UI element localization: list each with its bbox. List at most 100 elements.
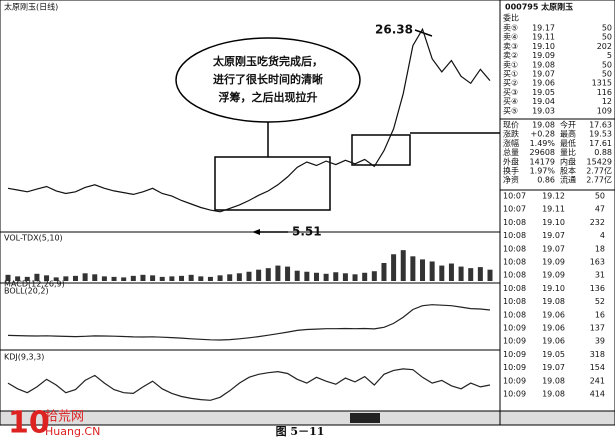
order-volume: 50 xyxy=(602,70,612,79)
tab[interactable] xyxy=(350,413,380,423)
volume-bar xyxy=(313,272,319,281)
volume-bar xyxy=(246,271,252,281)
volume-bar xyxy=(391,254,397,281)
volume-bar xyxy=(198,276,204,281)
trade-volume: 52 xyxy=(595,297,605,306)
highlight-box xyxy=(351,134,411,166)
trade-time: 10:08 xyxy=(503,244,526,253)
order-price: 19.05 xyxy=(532,88,555,97)
info-cell: 0.88 xyxy=(594,148,612,157)
trade-price: 19.05 xyxy=(542,350,565,359)
order-volume: 5 xyxy=(607,51,612,60)
trade-price: 19.09 xyxy=(542,271,565,280)
volume-bar xyxy=(410,256,416,281)
trade-volume: 16 xyxy=(595,310,605,319)
trade-time: 10:08 xyxy=(503,284,526,293)
trade-time: 10:08 xyxy=(503,310,526,319)
volume-bar xyxy=(381,263,387,281)
note-line: 浮筹，之后出现拉升 xyxy=(219,90,318,104)
volume-bar xyxy=(44,275,50,281)
trade-volume: 50 xyxy=(595,192,605,201)
trade-price: 19.08 xyxy=(542,376,565,385)
trade-volume: 241 xyxy=(590,376,605,385)
volume-bar xyxy=(256,269,262,281)
trade-time: 10:08 xyxy=(503,271,526,280)
trade-time: 10:09 xyxy=(503,390,526,399)
order-label: 买③ xyxy=(503,88,518,97)
info-cell: 涨跌 xyxy=(503,129,519,139)
panel-title: KDJ(9,3,3) xyxy=(4,353,44,362)
info-cell: 14179 xyxy=(530,157,555,166)
info-cell: 2.77亿 xyxy=(586,166,612,176)
volume-bar xyxy=(468,268,474,281)
trade-price: 19.12 xyxy=(542,192,565,201)
trade-volume: 137 xyxy=(590,324,605,333)
trade-time: 10:08 xyxy=(503,218,526,227)
info-cell: 最低 xyxy=(560,138,576,148)
info-cell: 29608 xyxy=(530,148,555,157)
info-cell: 股本 xyxy=(560,166,576,176)
trade-price: 19.06 xyxy=(542,337,565,346)
trade-time: 10:07 xyxy=(503,205,526,214)
volume-bar xyxy=(130,275,136,281)
trade-time: 10:09 xyxy=(503,324,526,333)
order-label: 卖② xyxy=(503,51,518,60)
order-volume: 109 xyxy=(597,106,612,115)
volume-bar xyxy=(265,268,271,281)
volume-bar xyxy=(24,276,30,281)
order-price: 19.03 xyxy=(532,106,555,115)
indicator-label: BOLL(20,2) xyxy=(4,287,49,296)
info-cell: 总量 xyxy=(503,147,519,157)
volume-bar xyxy=(285,266,291,281)
trade-volume: 414 xyxy=(590,390,605,399)
order-volume: 116 xyxy=(597,88,612,97)
trade-time: 10:09 xyxy=(503,337,526,346)
trade-volume: 163 xyxy=(590,258,605,267)
price-line xyxy=(7,368,491,401)
trade-volume: 318 xyxy=(590,350,605,359)
volume-bar xyxy=(458,266,464,281)
info-cell: 19.08 xyxy=(532,121,555,130)
info-cell: 17.63 xyxy=(589,121,612,130)
watermark-number: 10 xyxy=(8,406,50,439)
info-cell: 今开 xyxy=(560,120,576,130)
info-cell: +0.28 xyxy=(530,130,555,139)
info-cell: 15429 xyxy=(587,157,612,166)
volume-bar xyxy=(236,273,242,281)
volume-bar xyxy=(275,265,281,281)
trade-price: 19.10 xyxy=(542,218,565,227)
order-price: 19.08 xyxy=(532,60,555,69)
price-line xyxy=(7,304,491,341)
order-label: 买④ xyxy=(503,97,518,106)
volume-bar xyxy=(188,274,194,281)
trade-price: 19.11 xyxy=(542,205,565,214)
volume-bar xyxy=(294,270,300,281)
arrow-head xyxy=(252,229,260,235)
trade-time: 10:07 xyxy=(503,192,526,201)
order-volume: 50 xyxy=(602,60,612,69)
volume-bar xyxy=(140,274,146,281)
volume-bar xyxy=(5,274,11,281)
panel-title: VOL-TDX(5,10) xyxy=(4,234,63,243)
info-cell: 流通 xyxy=(560,175,576,185)
volume-bar xyxy=(207,276,213,281)
volume-bar xyxy=(371,271,377,281)
info-cell: 净资 xyxy=(503,175,519,185)
order-label: 买② xyxy=(503,79,518,88)
order-price: 19.09 xyxy=(532,51,555,60)
volume-bar xyxy=(217,275,223,281)
order-label: 卖① xyxy=(503,60,518,69)
info-cell: 2.77亿 xyxy=(586,175,612,185)
volume-bar xyxy=(342,273,348,281)
trade-price: 19.10 xyxy=(542,284,565,293)
volume-bar xyxy=(352,274,358,281)
info-cell: 内盘 xyxy=(560,156,576,166)
order-volume: 50 xyxy=(602,33,612,42)
volume-bar xyxy=(92,274,98,281)
volume-bar xyxy=(420,259,426,281)
caption: 图 5－11 xyxy=(276,425,325,438)
trade-volume: 136 xyxy=(590,284,605,293)
volume-bar xyxy=(429,261,435,281)
trade-price: 19.07 xyxy=(542,363,565,372)
info-cell: 量比 xyxy=(560,147,576,157)
